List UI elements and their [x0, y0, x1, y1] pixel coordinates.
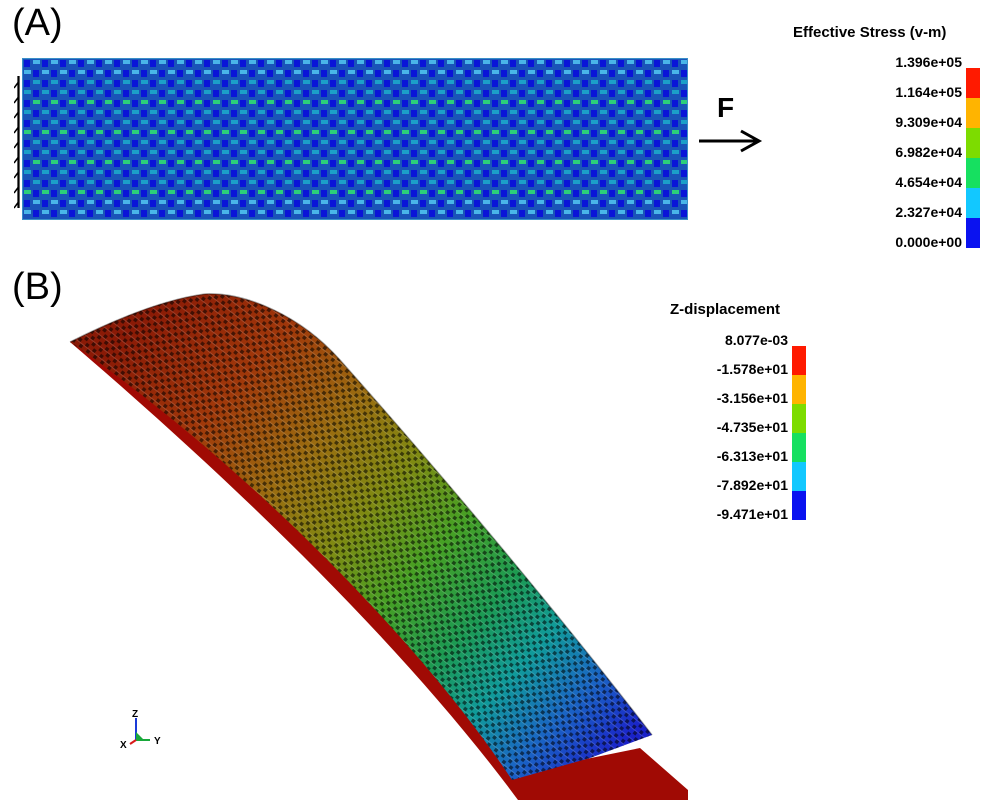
legend-value: -7.892e+01 — [717, 477, 788, 493]
legend-swatch — [966, 68, 980, 98]
axis-y-label: Y — [154, 736, 161, 747]
legend-swatch — [966, 98, 980, 128]
legend-swatch — [792, 462, 806, 491]
legend-value: 1.396e+05 — [895, 54, 962, 70]
legend-value: 4.654e+04 — [895, 174, 962, 190]
legend-swatch — [792, 491, 806, 520]
axis-z-label: Z — [132, 709, 138, 720]
legend-swatch — [966, 218, 980, 248]
stress-legend-title: Effective Stress (v-m) — [793, 24, 946, 41]
axis-x-label: X — [120, 740, 127, 750]
legend-swatch — [792, 375, 806, 404]
legend-swatch — [792, 346, 806, 375]
legend-value: 1.164e+05 — [895, 84, 962, 100]
legend-swatch — [966, 188, 980, 218]
stress-colorbar — [966, 68, 980, 248]
legend-value: 0.000e+00 — [895, 234, 962, 250]
legend-swatch — [792, 433, 806, 462]
fixed-support-hatch — [14, 54, 20, 230]
woven-fabric-strip — [22, 58, 688, 220]
legend-value: -3.156e+01 — [717, 390, 788, 406]
displacement-colorbar — [792, 346, 806, 520]
legend-value: 9.309e+04 — [895, 114, 962, 130]
legend-value: -9.471e+01 — [717, 506, 788, 522]
legend-value: 6.982e+04 — [895, 144, 962, 160]
legend-value: 8.077e-03 — [725, 332, 788, 348]
legend-swatch — [966, 128, 980, 158]
force-label: F — [717, 92, 734, 124]
axis-triad-icon: Z X Y — [118, 706, 174, 750]
deformed-fabric-3d-view — [0, 280, 700, 800]
force-arrow-icon — [697, 126, 763, 156]
panel-a-label: (A) — [12, 2, 63, 45]
legend-value: 2.327e+04 — [895, 204, 962, 220]
legend-swatch — [966, 158, 980, 188]
legend-swatch — [792, 404, 806, 433]
displacement-legend-title: Z-displacement — [670, 301, 780, 318]
legend-value: -6.313e+01 — [717, 448, 788, 464]
legend-value: -4.735e+01 — [717, 419, 788, 435]
legend-value: -1.578e+01 — [717, 361, 788, 377]
